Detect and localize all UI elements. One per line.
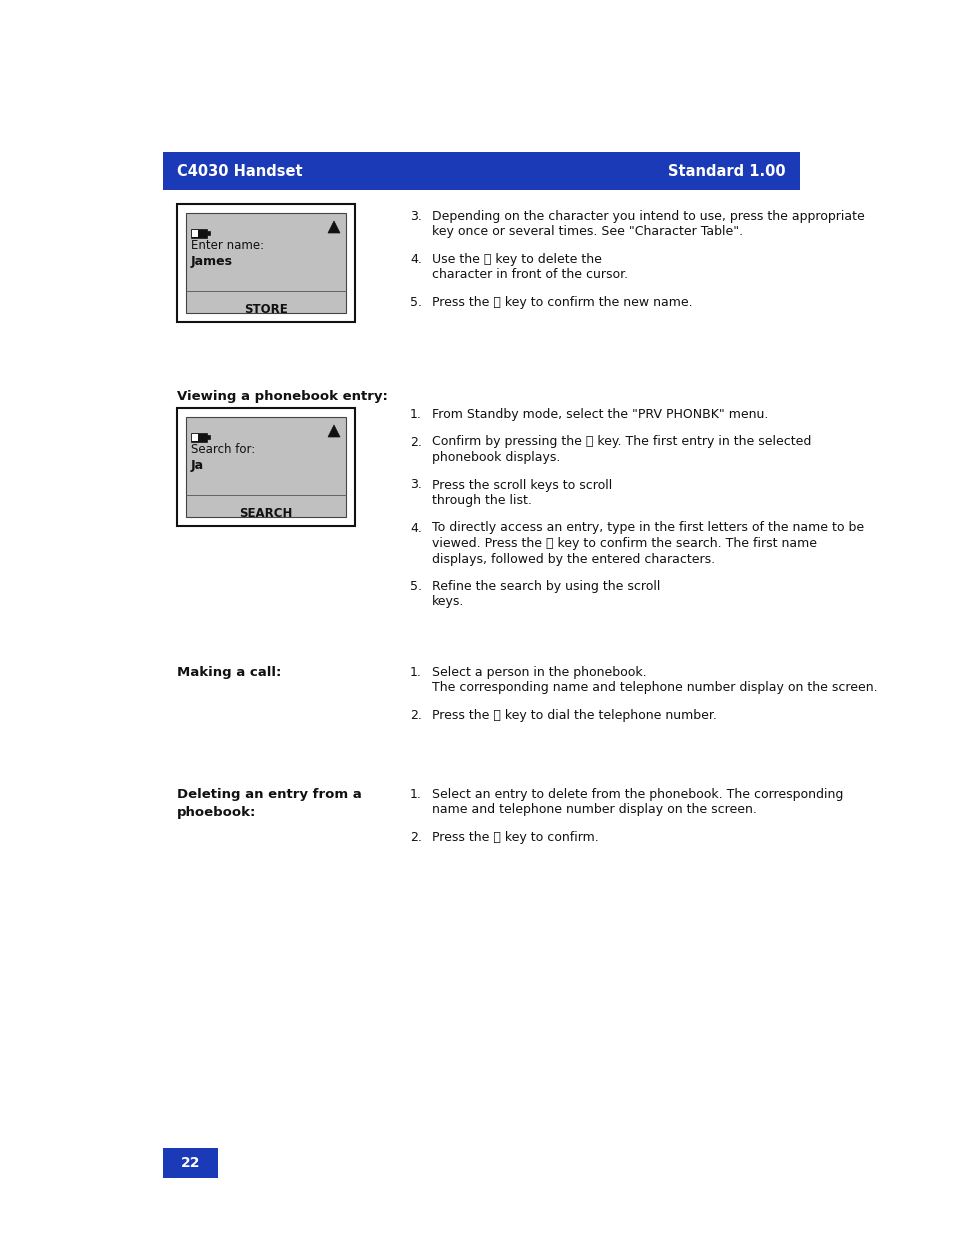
Bar: [191, 228, 207, 238]
Text: phonebook displays.: phonebook displays.: [432, 451, 559, 464]
Text: Confirm by pressing the ⓘ key. The first entry in the selected: Confirm by pressing the ⓘ key. The first…: [432, 436, 810, 448]
Text: Standard 1.00: Standard 1.00: [668, 163, 785, 179]
Text: key once or several times. See "Character Table".: key once or several times. See "Characte…: [432, 226, 742, 238]
Bar: [207, 435, 210, 438]
Text: Press the ⓘ key to dial the telephone number.: Press the ⓘ key to dial the telephone nu…: [432, 709, 716, 722]
Text: STORE: STORE: [244, 303, 288, 316]
Text: C4030 Handset: C4030 Handset: [177, 163, 302, 179]
Text: 4.: 4.: [410, 253, 421, 266]
Text: Search for:: Search for:: [191, 443, 255, 456]
Polygon shape: [328, 221, 339, 233]
Bar: [163, 1149, 218, 1178]
Text: Use the ⓘ key to delete the: Use the ⓘ key to delete the: [432, 253, 601, 266]
Text: through the list.: through the list.: [432, 494, 532, 508]
Text: James: James: [191, 254, 233, 268]
Text: keys.: keys.: [432, 595, 464, 609]
Text: 4.: 4.: [410, 521, 421, 535]
Text: 1.: 1.: [410, 788, 421, 802]
Text: To directly access an entry, type in the first letters of the name to be: To directly access an entry, type in the…: [432, 521, 863, 535]
Text: Deleting an entry from a
phoebook:: Deleting an entry from a phoebook:: [177, 788, 361, 819]
Text: 22: 22: [180, 1156, 200, 1170]
Text: Making a call:: Making a call:: [177, 666, 281, 679]
Text: 2.: 2.: [410, 831, 421, 844]
Text: 1.: 1.: [410, 408, 421, 421]
Text: 5.: 5.: [410, 296, 421, 309]
Text: Enter name:: Enter name:: [191, 240, 264, 252]
Bar: [186, 212, 346, 312]
Text: Ja: Ja: [191, 459, 204, 472]
Text: Viewing a phonebook entry:: Viewing a phonebook entry:: [177, 390, 388, 403]
Text: Refine the search by using the scroll: Refine the search by using the scroll: [432, 580, 659, 593]
Text: From Standby mode, select the "PRV PHONBK" menu.: From Standby mode, select the "PRV PHONB…: [432, 408, 767, 421]
Text: viewed. Press the ⓘ key to confirm the search. The first name: viewed. Press the ⓘ key to confirm the s…: [432, 537, 816, 550]
Bar: [192, 433, 198, 441]
Bar: [163, 152, 800, 190]
Text: Depending on the character you intend to use, press the appropriate: Depending on the character you intend to…: [432, 210, 863, 224]
Text: 1.: 1.: [410, 666, 421, 679]
Text: Press the ⓘ key to confirm.: Press the ⓘ key to confirm.: [432, 831, 598, 844]
Text: 5.: 5.: [410, 580, 421, 593]
Text: Press the ⓘ key to confirm the new name.: Press the ⓘ key to confirm the new name.: [432, 296, 692, 309]
Text: 3.: 3.: [410, 210, 421, 224]
Text: 2.: 2.: [410, 709, 421, 722]
Bar: [207, 231, 210, 235]
Text: Select an entry to delete from the phonebook. The corresponding: Select an entry to delete from the phone…: [432, 788, 842, 802]
Bar: [191, 433, 207, 442]
Bar: [186, 417, 346, 517]
Bar: [192, 230, 198, 237]
Bar: [177, 408, 355, 526]
Polygon shape: [328, 425, 339, 437]
Text: The corresponding name and telephone number display on the screen.: The corresponding name and telephone num…: [432, 682, 877, 694]
Text: character in front of the cursor.: character in front of the cursor.: [432, 268, 627, 282]
Text: name and telephone number display on the screen.: name and telephone number display on the…: [432, 804, 756, 816]
Bar: [177, 204, 355, 322]
Text: SEARCH: SEARCH: [239, 508, 293, 520]
Text: 2.: 2.: [410, 436, 421, 448]
Text: displays, followed by the entered characters.: displays, followed by the entered charac…: [432, 552, 715, 566]
Text: 3.: 3.: [410, 478, 421, 492]
Text: Select a person in the phonebook.: Select a person in the phonebook.: [432, 666, 646, 679]
Text: Press the scroll keys to scroll: Press the scroll keys to scroll: [432, 478, 612, 492]
